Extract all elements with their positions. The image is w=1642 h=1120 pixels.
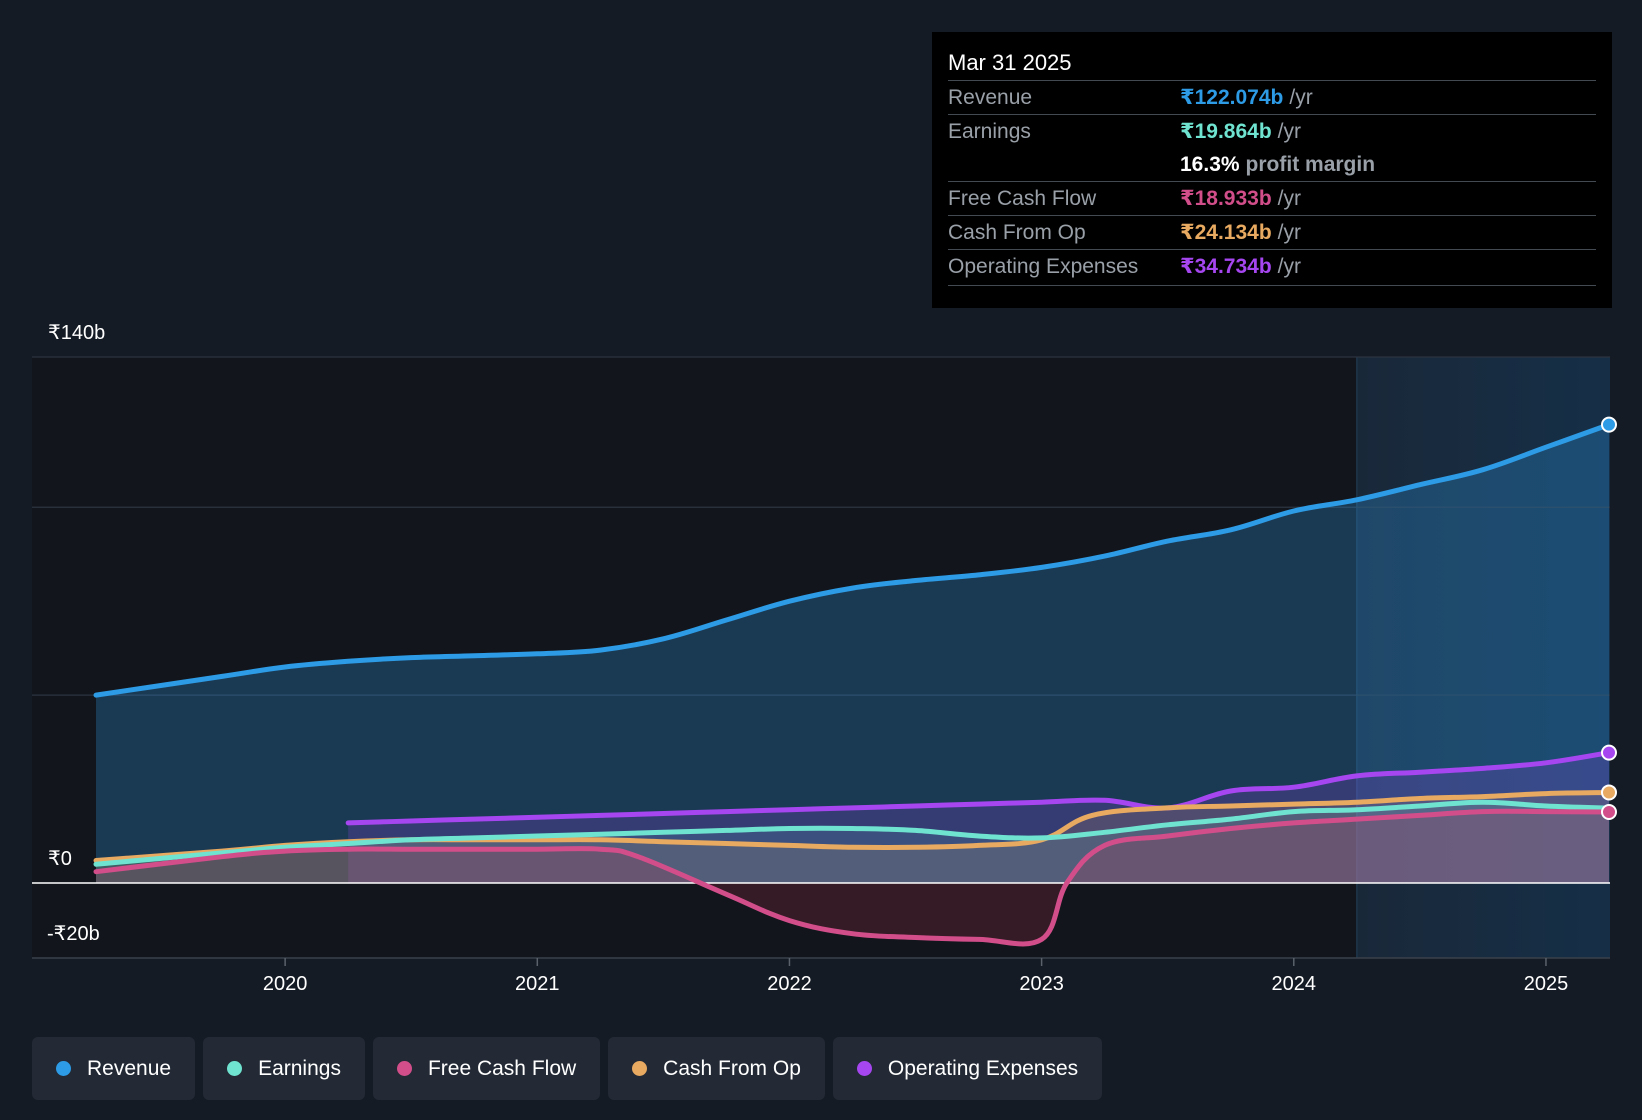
earnings-line [93, 799, 1612, 867]
legend-dot [632, 1061, 648, 1076]
legend-label: Earnings [258, 1056, 341, 1080]
tooltip-row-earnings: Earnings ₹19.864b /yr [948, 114, 1596, 148]
legend-label: Operating Expenses [887, 1056, 1079, 1080]
tooltip-unit: /yr [1277, 186, 1301, 210]
plot-background [32, 357, 1610, 958]
y-label-top: ₹140b [48, 322, 106, 344]
free-cash-flow-line [93, 808, 1612, 947]
legend: Revenue Earnings Free Cash Flow Cash Fro… [32, 1037, 1103, 1100]
tooltip-divider [948, 285, 1596, 286]
free-cash-flow-end-point [1601, 803, 1617, 820]
forecast-region [1356, 357, 1610, 958]
cash-from-op-area [96, 792, 1609, 883]
legend-label: Revenue [87, 1056, 172, 1080]
earnings-area [96, 802, 1609, 883]
tooltip-row-margin: 16.3% profit margin [948, 148, 1596, 181]
legend-label: Free Cash Flow [427, 1056, 577, 1080]
x-tick-label: 2025 [1524, 973, 1569, 995]
tooltip-value: ₹34.734b [1180, 255, 1272, 278]
tooltip-unit: /yr [1277, 220, 1301, 244]
legend-dot [56, 1061, 71, 1076]
y-label-bottom: -₹20b [47, 923, 100, 945]
tooltip-row-cfo: Cash From Op ₹24.134b /yr [948, 215, 1596, 249]
legend-item-cash-from-op[interactable]: Cash From Op [608, 1037, 825, 1100]
tooltip-unit: /yr [1289, 85, 1313, 109]
tooltip-label: Earnings [948, 119, 1031, 143]
tooltip-unit: /yr [1277, 254, 1301, 278]
tooltip-label: Operating Expenses [948, 254, 1139, 278]
tooltip-value: ₹24.134b [1180, 221, 1272, 244]
legend-dot [396, 1061, 412, 1076]
operating-expenses-area [348, 752, 1610, 883]
free-cash-flow-area [96, 811, 1609, 944]
cash-from-op-end-point [1601, 784, 1617, 801]
x-tick-label: 2020 [263, 973, 308, 995]
tooltip-value: ₹19.864b [1180, 120, 1272, 143]
tooltip-row-opex: Operating Expenses ₹34.734b /yr [948, 249, 1596, 283]
tooltip-label: Revenue [948, 85, 1033, 109]
revenue-line [93, 422, 1612, 698]
tooltip-row-revenue: Revenue ₹122.074b /yr [948, 80, 1596, 114]
tooltip-date: Mar 31 2025 [948, 50, 1072, 75]
x-tick-label: 2022 [767, 973, 812, 995]
legend-dot [227, 1061, 243, 1076]
legend-item-earnings[interactable]: Earnings [203, 1037, 365, 1100]
tooltip-value: 16.3% [1180, 152, 1240, 176]
legend-item-operating-expenses[interactable]: Operating Expenses [832, 1037, 1103, 1100]
tooltip-label: Cash From Op [948, 220, 1086, 244]
tooltip-label: Free Cash Flow [948, 186, 1097, 210]
legend-dot [856, 1061, 872, 1076]
operating-expenses-end-point [1601, 744, 1617, 761]
tooltip-row-fcf: Free Cash Flow ₹18.933b /yr [948, 181, 1596, 215]
x-tick-label: 2024 [1272, 973, 1317, 995]
legend-item-revenue[interactable]: Revenue [32, 1037, 196, 1100]
revenue-end-point [1601, 416, 1617, 433]
legend-label: Cash From Op [663, 1056, 801, 1080]
revenue-area [96, 424, 1609, 883]
legend-item-free-cash-flow[interactable]: Free Cash Flow [372, 1037, 601, 1100]
x-tick-label: 2023 [1019, 973, 1064, 995]
tooltip-value: ₹122.074b [1180, 86, 1284, 109]
tooltip-unit: profit margin [1245, 152, 1376, 176]
tooltip: Mar 31 2025 Revenue ₹122.074b /yr Earnin… [932, 32, 1612, 308]
x-tick-label: 2021 [515, 973, 560, 995]
y-label-zero: ₹0 [48, 848, 72, 870]
tooltip-value: ₹18.933b [1180, 187, 1272, 210]
tooltip-unit: /yr [1277, 119, 1301, 143]
operating-expenses-line [345, 750, 1612, 826]
